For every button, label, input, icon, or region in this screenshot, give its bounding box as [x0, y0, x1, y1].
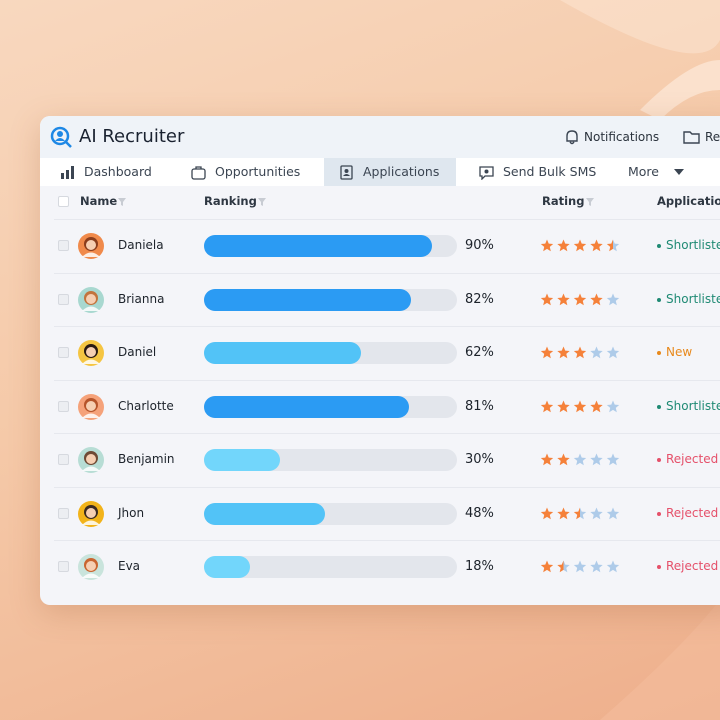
tab-icon	[61, 166, 74, 179]
folder-icon	[683, 131, 700, 144]
tab-icon	[340, 165, 353, 180]
table-row	[54, 433, 720, 487]
app-window: AI Recruiter Notifications Re Dashboard O…	[40, 116, 720, 605]
column-header: Name	[80, 194, 118, 208]
rating-stars	[540, 239, 620, 252]
tab[interactable]: More	[628, 164, 659, 179]
status-dot	[657, 297, 661, 302]
avatar	[78, 393, 104, 420]
table-row	[54, 272, 720, 327]
status-dot	[657, 565, 661, 569]
column-header: Rating	[542, 194, 585, 208]
ranking-label: 48%	[465, 505, 494, 521]
top-bar: AI Recruiter Notifications Re	[40, 116, 720, 158]
app-title: AI Recruiter	[79, 126, 185, 147]
rating-stars	[540, 400, 620, 412]
ranking-label: 30%	[465, 452, 494, 467]
row-checkbox[interactable]	[58, 293, 69, 305]
dropdown-caret	[674, 169, 684, 175]
status-label: Shortliste	[666, 398, 720, 413]
filter-icon[interactable]	[258, 198, 266, 206]
ranking-label: 62%	[465, 345, 494, 360]
ranking-bar	[204, 556, 250, 578]
ranking-bar	[204, 395, 409, 418]
status-dot	[657, 458, 661, 462]
avatar	[78, 286, 104, 313]
ranking-label: 82%	[465, 291, 494, 307]
rating-stars	[540, 560, 620, 573]
avatar	[78, 233, 104, 259]
row-checkbox[interactable]	[58, 454, 69, 465]
avatar	[78, 554, 104, 580]
candidate-name: Jhon	[118, 505, 145, 520]
filter-icon[interactable]	[118, 198, 126, 206]
status-label: Rejected	[666, 559, 719, 573]
status-dot	[657, 404, 661, 409]
avatar	[78, 340, 104, 366]
column-header: Application	[657, 194, 720, 208]
status-label: New	[666, 345, 693, 359]
ranking-bar	[204, 288, 412, 311]
rating-stars	[540, 507, 620, 519]
tab[interactable]: Applications	[363, 164, 440, 179]
row-checkbox[interactable]	[58, 240, 69, 251]
rating-stars	[540, 453, 620, 466]
status-label: Rejected	[666, 452, 719, 466]
ranking-track	[204, 556, 457, 578]
select-all-checkbox[interactable]	[58, 196, 69, 207]
table-row	[54, 326, 720, 380]
status-dot	[657, 511, 661, 516]
ranking-label: 18%	[465, 559, 494, 574]
logo	[50, 126, 72, 148]
candidate-name: Benjamin	[118, 452, 175, 466]
rating-stars	[540, 346, 620, 359]
candidate-name: Charlotte	[118, 398, 174, 413]
row-checkbox[interactable]	[58, 561, 69, 572]
tab-icon	[191, 166, 206, 180]
avatar	[78, 500, 104, 527]
candidate-name: Daniel	[118, 345, 157, 359]
ranking-bar	[204, 502, 326, 525]
table-row	[54, 379, 720, 434]
tab[interactable]: Dashboard	[84, 164, 152, 179]
ranking-bar	[204, 449, 280, 471]
table-row	[54, 540, 720, 594]
row-checkbox[interactable]	[58, 347, 69, 358]
status-label: Shortliste	[666, 238, 720, 252]
bell-icon	[566, 130, 578, 145]
ranking-label: 90%	[465, 238, 494, 253]
column-header: Ranking	[204, 194, 257, 208]
rating-stars	[540, 293, 620, 305]
ranking-bar	[204, 235, 432, 257]
reports-link[interactable]: Re	[705, 130, 720, 144]
candidate-name: Daniela	[118, 238, 164, 252]
ranking-label: 81%	[465, 398, 494, 414]
candidate-name: Eva	[118, 559, 141, 573]
tab[interactable]: Opportunities	[215, 164, 301, 179]
row-checkbox[interactable]	[58, 400, 69, 412]
table-row	[54, 219, 720, 273]
tab-icon	[479, 166, 494, 180]
ranking-bar	[204, 342, 361, 364]
tab-bar: Dashboard Opportunities Applications Send B…	[40, 158, 720, 186]
status-label: Shortliste	[666, 291, 720, 306]
status-dot	[657, 351, 661, 355]
status-dot	[657, 244, 661, 248]
row-checkbox[interactable]	[58, 507, 69, 519]
status-label: Rejected	[666, 505, 719, 520]
candidate-name: Brianna	[118, 291, 165, 306]
avatar	[78, 447, 104, 473]
tab[interactable]: Send Bulk SMS	[503, 164, 597, 179]
table-row	[54, 486, 720, 541]
notifications-link[interactable]: Notifications	[584, 130, 660, 144]
filter-icon[interactable]	[586, 198, 594, 206]
